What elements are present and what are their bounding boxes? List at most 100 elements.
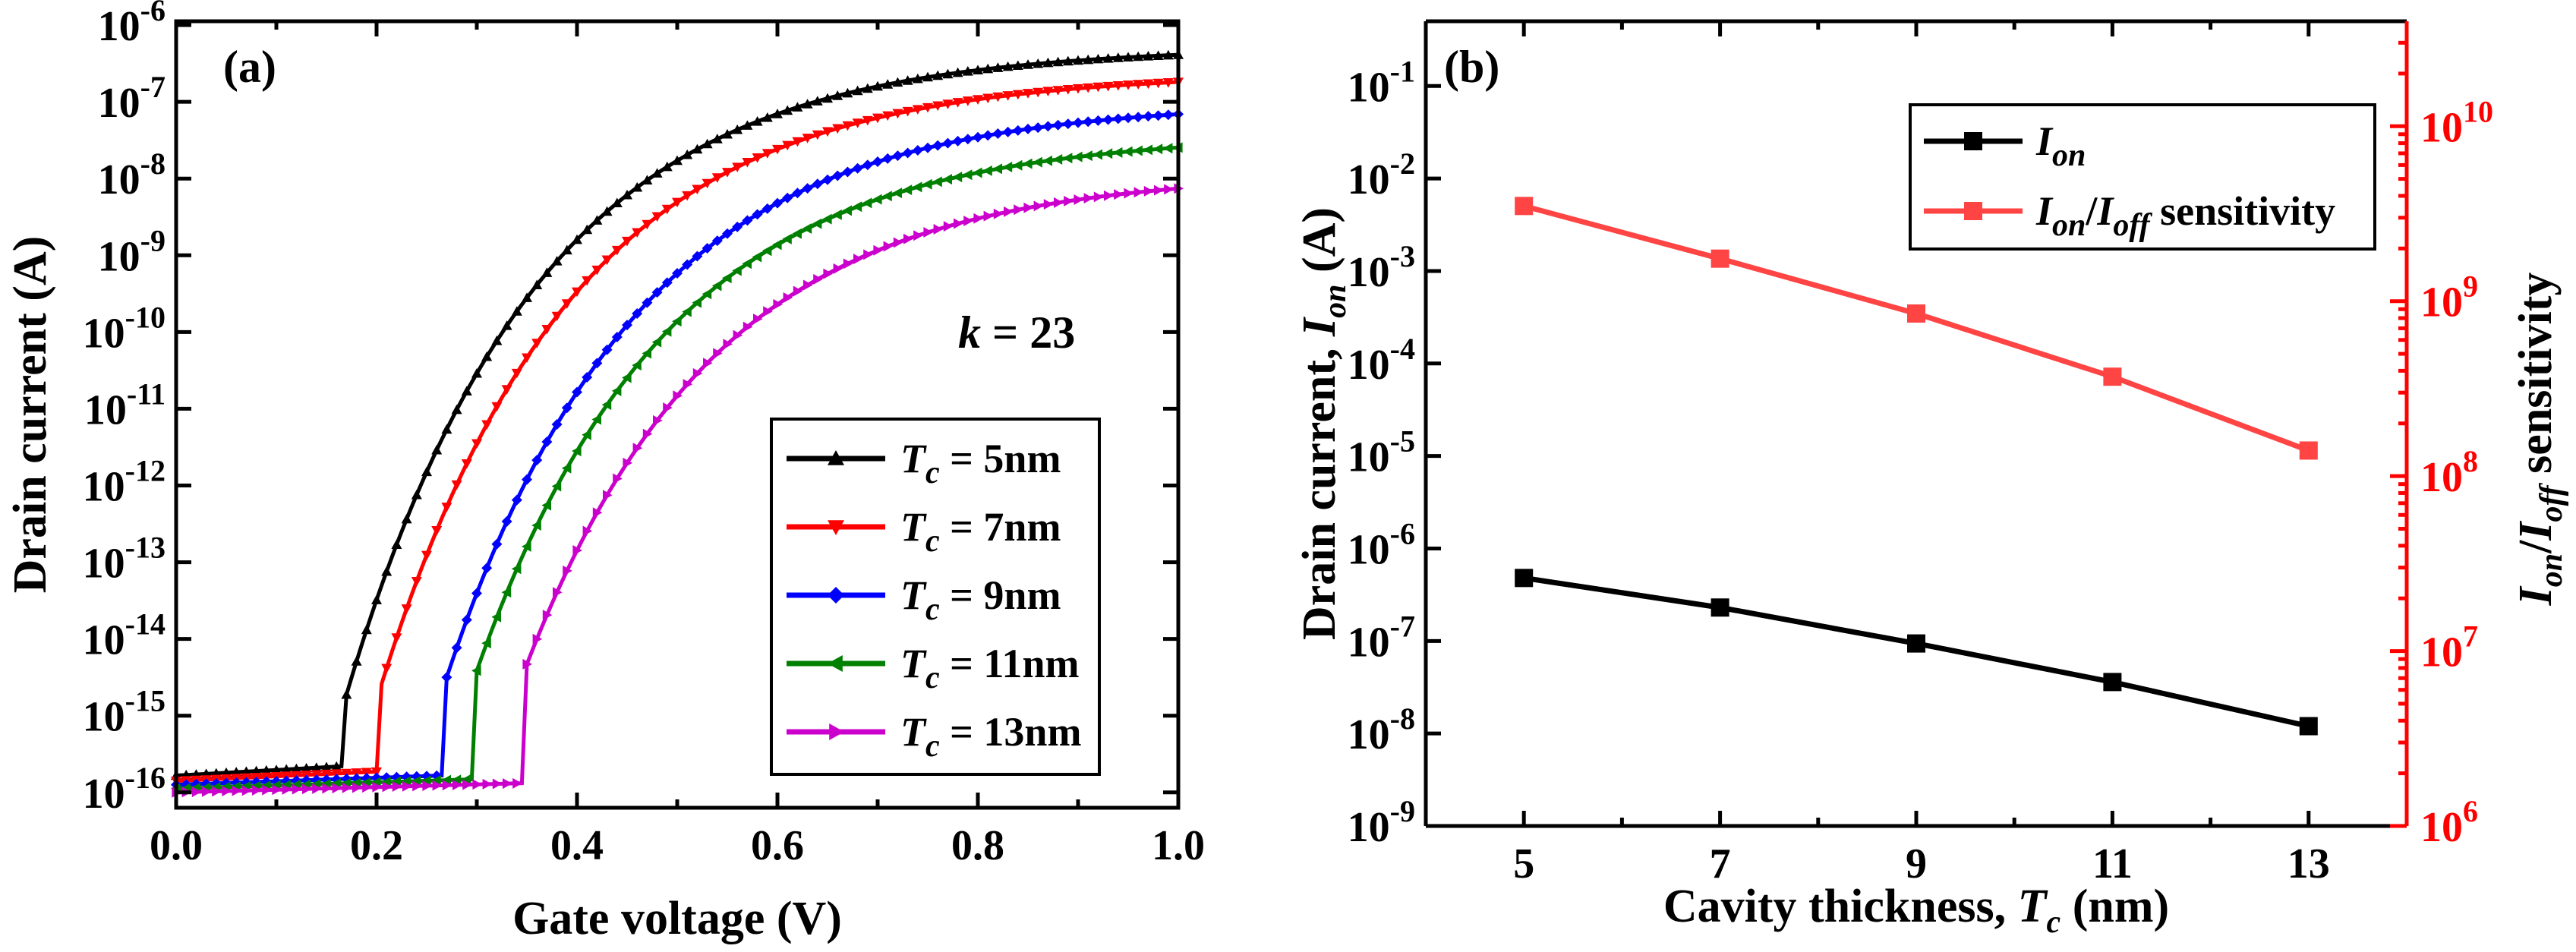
data-point (1162, 78, 1174, 88)
data-point (722, 168, 733, 178)
data-point (1133, 80, 1144, 90)
data-point (872, 80, 883, 91)
data-point (512, 777, 522, 789)
data-point (982, 130, 994, 141)
data-point (1033, 122, 1044, 134)
data-point (1162, 49, 1174, 60)
data-point (913, 230, 923, 241)
data-point (973, 95, 983, 105)
data-point (511, 494, 522, 506)
data-point (702, 178, 713, 189)
data-point (1023, 59, 1033, 69)
legend-label: Ion (2035, 118, 2086, 173)
data-point (421, 466, 432, 477)
data-point (1002, 61, 1014, 71)
y-left-tick-label: 10-4 (1348, 332, 1415, 389)
data-point (973, 213, 983, 224)
data-point (802, 183, 813, 194)
data-point (954, 218, 963, 229)
y-tick-label: 10-8 (98, 147, 166, 203)
data-point (642, 428, 653, 440)
data-point (271, 764, 282, 774)
data-point (812, 130, 823, 140)
data-point (702, 243, 713, 254)
data-point (332, 783, 342, 794)
data-point (531, 279, 543, 289)
data-point (682, 149, 693, 159)
data-point (391, 539, 402, 550)
data-point (711, 235, 723, 247)
legend-label: Tc = 11nm (900, 641, 1079, 695)
data-point (782, 105, 793, 115)
x-axis-label: Cavity thickness, Tc (nm) (1663, 881, 2169, 940)
data-point (883, 241, 894, 252)
data-point (372, 781, 382, 793)
data-point (992, 163, 1002, 175)
data-point (753, 314, 763, 325)
data-point (441, 503, 452, 512)
data-point (1143, 79, 1154, 90)
legend-item: Ion/Ioff sensitivity (1924, 188, 2335, 243)
data-point (491, 402, 503, 412)
data-point (862, 159, 873, 171)
legend-item: Ion (1924, 118, 2086, 173)
data-point (942, 174, 952, 185)
y-left-tick-label: 10-5 (1348, 424, 1415, 481)
data-point (1104, 190, 1114, 201)
data-point (982, 63, 994, 74)
data-point (1907, 304, 1925, 323)
data-point (553, 587, 563, 598)
data-point (773, 298, 783, 310)
data-point (922, 142, 933, 153)
data-point (471, 665, 481, 676)
data-point (692, 297, 702, 308)
data-point (722, 228, 733, 239)
data-point (872, 194, 882, 205)
data-point (461, 774, 471, 785)
data-point (351, 768, 362, 778)
data-point (1154, 184, 1164, 196)
data-point (952, 172, 963, 183)
data-point (1162, 109, 1174, 121)
data-point (401, 513, 412, 524)
data-point (832, 170, 843, 181)
data-point (531, 455, 543, 466)
y-tick-label: 10-16 (83, 761, 166, 818)
x-tick-label: 1.0 (1152, 822, 1205, 869)
data-point (882, 79, 894, 89)
annotation-k: k = 23 (958, 307, 1075, 358)
legend-label: Tc = 5nm (900, 436, 1061, 490)
data-point (442, 780, 452, 791)
data-point (973, 131, 983, 143)
data-point (241, 785, 252, 796)
data-point (1143, 51, 1154, 61)
y-left-tick-label: 10-1 (1348, 54, 1415, 111)
data-point (591, 414, 601, 425)
data-point (1123, 112, 1134, 124)
data-point (772, 109, 783, 118)
data-point (451, 404, 462, 415)
data-point (391, 776, 401, 787)
data-point (651, 168, 663, 178)
data-point (632, 228, 643, 238)
data-point (421, 771, 432, 782)
data-point (1002, 162, 1013, 173)
data-point (942, 137, 954, 149)
data-point (342, 782, 352, 793)
data-point (862, 115, 873, 126)
data-point (260, 764, 272, 775)
data-point (451, 774, 462, 786)
y-tick-label: 10-14 (83, 607, 166, 664)
data-point (672, 155, 683, 165)
data-point (653, 415, 663, 426)
y-right-tick-label: 109 (2420, 270, 2478, 326)
data-point (732, 124, 743, 134)
panel-label: (b) (1444, 42, 1499, 92)
data-point (511, 306, 522, 316)
data-point (942, 99, 954, 109)
data-point (351, 656, 362, 666)
data-point (1093, 53, 1104, 64)
y-tick-label: 10-10 (83, 300, 166, 357)
data-point (852, 162, 863, 174)
